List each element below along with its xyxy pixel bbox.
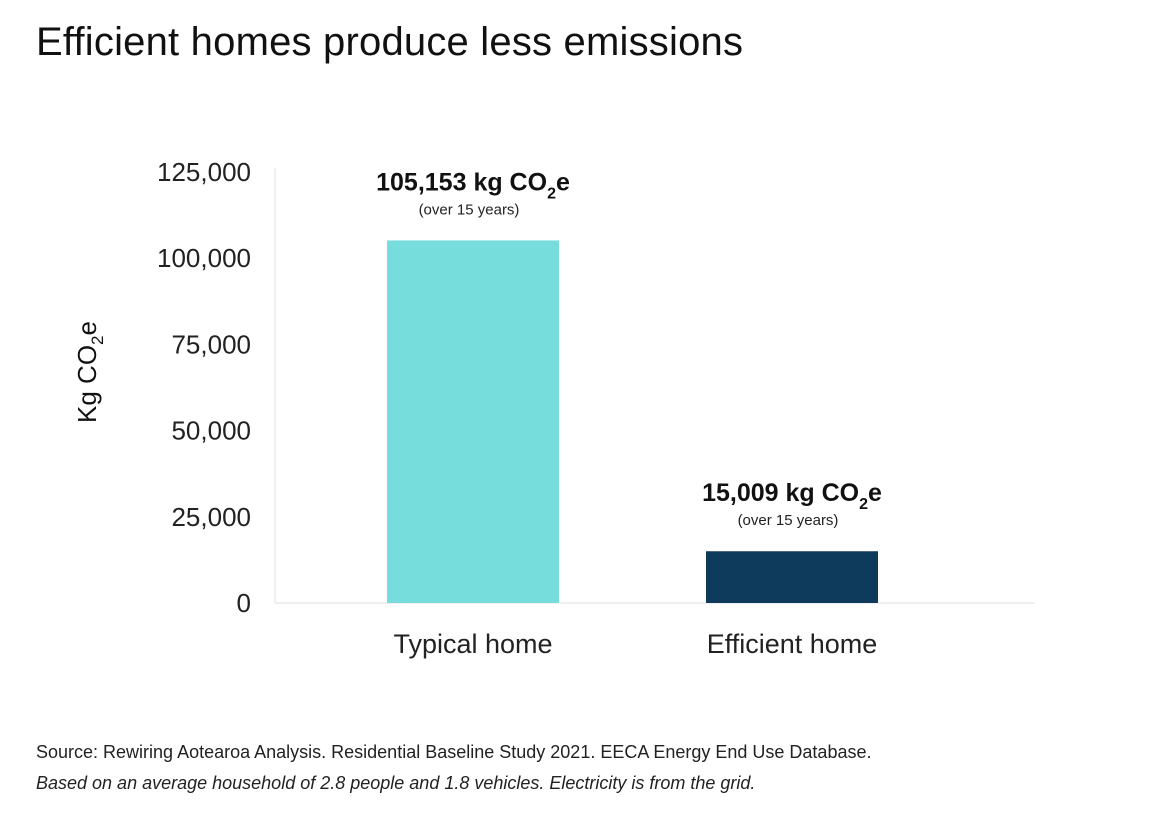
data-label-value: 105,153 kg CO2e bbox=[376, 168, 570, 202]
data-label-note: (over 15 years) bbox=[738, 512, 839, 529]
y-tick-label: 125,000 bbox=[157, 157, 251, 187]
source-note: Source: Rewiring Aotearoa Analysis. Resi… bbox=[36, 742, 872, 762]
x-category-label: Efficient home bbox=[707, 629, 878, 659]
data-label-value: 15,009 kg CO2e bbox=[702, 479, 882, 513]
x-category-label: Typical home bbox=[393, 629, 552, 659]
y-tick-label: 75,000 bbox=[171, 329, 251, 359]
y-tick-label: 50,000 bbox=[171, 416, 251, 446]
bar-efficient-home bbox=[706, 551, 878, 603]
y-tick-label: 100,000 bbox=[157, 243, 251, 273]
y-tick-label: 25,000 bbox=[171, 502, 251, 532]
chart-title: Efficient homes produce less emissions bbox=[36, 20, 744, 64]
footnote: Based on an average household of 2.8 peo… bbox=[36, 773, 756, 793]
data-label-note: (over 15 years) bbox=[419, 201, 520, 218]
y-tick-label: 0 bbox=[237, 588, 251, 618]
bar-typical-home bbox=[387, 240, 559, 604]
y-axis-label: Kg CO2e bbox=[72, 321, 107, 423]
bar-chart: 0 25,000 50,000 75,000 100,000 125,000 Kg CO2e… bbox=[72, 157, 1035, 659]
